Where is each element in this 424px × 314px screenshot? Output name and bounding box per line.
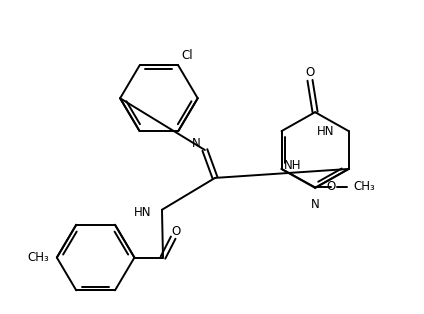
Text: Cl: Cl <box>181 49 193 62</box>
Text: O: O <box>326 180 335 193</box>
Text: O: O <box>305 66 315 79</box>
Text: CH₃: CH₃ <box>27 251 49 264</box>
Text: HN: HN <box>134 206 152 219</box>
Text: HN: HN <box>317 125 335 138</box>
Text: N: N <box>192 137 201 149</box>
Text: O: O <box>172 225 181 238</box>
Text: CH₃: CH₃ <box>353 180 375 193</box>
Text: N: N <box>311 198 319 211</box>
Text: NH: NH <box>284 159 301 172</box>
